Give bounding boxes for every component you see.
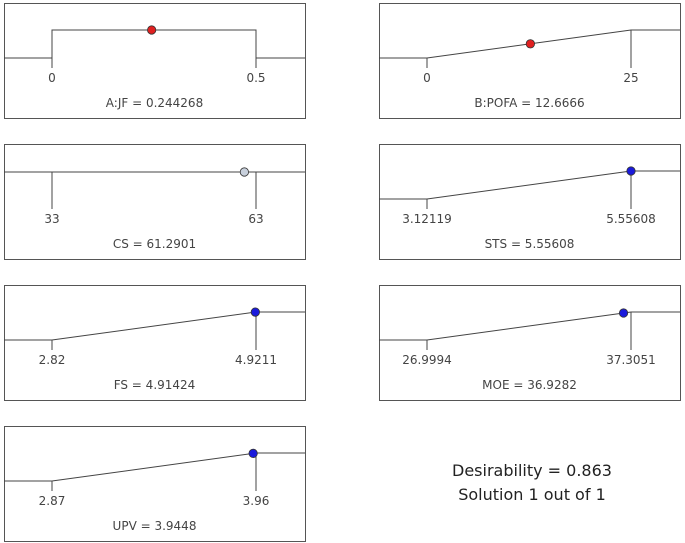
panel-caption: UPV = 3.9448 bbox=[113, 519, 197, 533]
low-tick-label: 0 bbox=[48, 71, 56, 85]
panel-caption: FS = 4.91424 bbox=[114, 378, 196, 392]
desirability-line bbox=[4, 452, 305, 482]
panel-fs: 2.82 4.9211 FS = 4.91424 bbox=[4, 285, 306, 401]
panel-frame bbox=[4, 426, 306, 542]
high-tick-label: 63 bbox=[248, 212, 263, 226]
low-tick-label: 3.12119 bbox=[402, 212, 452, 226]
high-tick-label: 4.9211 bbox=[235, 353, 277, 367]
solution-count: Solution 1 out of 1 bbox=[458, 485, 606, 504]
high-tick-label: 37.3051 bbox=[606, 353, 656, 367]
low-tick-label: 2.82 bbox=[39, 353, 66, 367]
high-tick-label: 25 bbox=[623, 71, 638, 85]
current-value-point bbox=[618, 308, 629, 318]
high-tick-label: 5.55608 bbox=[606, 212, 656, 226]
panel-frame bbox=[4, 144, 306, 260]
panel-frame bbox=[379, 144, 681, 260]
panel-frame bbox=[379, 3, 681, 119]
panel-caption: STS = 5.55608 bbox=[485, 237, 575, 251]
current-value-point bbox=[248, 448, 258, 458]
panel-caption: B:POFA = 12.6666 bbox=[474, 96, 584, 110]
panel-caption: A:JF = 0.244268 bbox=[106, 96, 203, 110]
panel-a-jf: 0 0.5 A:JF = 0.244268 bbox=[4, 3, 306, 119]
panel-frame bbox=[379, 285, 681, 401]
panel-caption: CS = 61.2901 bbox=[113, 237, 196, 251]
panel-b-pofa: 0 25 B:POFA = 12.6666 bbox=[379, 3, 681, 119]
panel-upv: 2.87 3.96 UPV = 3.9448 bbox=[4, 426, 306, 542]
panel-moe: 26.9994 37.3051 MOE = 36.9282 bbox=[379, 285, 681, 401]
current-value-point bbox=[239, 167, 249, 177]
current-value-point bbox=[525, 39, 535, 49]
current-value-point bbox=[626, 166, 636, 176]
high-tick-label: 0.5 bbox=[246, 71, 265, 85]
current-value-point bbox=[250, 307, 260, 317]
current-value-point bbox=[147, 25, 157, 35]
panel-cs: 33 63 CS = 61.2901 bbox=[4, 144, 306, 260]
low-tick-label: 33 bbox=[44, 212, 59, 226]
panel-frame bbox=[4, 3, 306, 119]
high-tick-label: 3.96 bbox=[243, 494, 270, 508]
desirability-value: Desirability = 0.863 bbox=[452, 461, 612, 480]
low-tick-label: 26.9994 bbox=[402, 353, 452, 367]
panel-sts: 3.12119 5.55608 STS = 5.55608 bbox=[379, 144, 681, 260]
low-tick-label: 2.87 bbox=[39, 494, 66, 508]
desirability-line bbox=[4, 311, 305, 341]
desirability-line bbox=[379, 170, 680, 200]
low-tick-label: 0 bbox=[423, 71, 431, 85]
panel-caption: MOE = 36.9282 bbox=[482, 378, 577, 392]
desirability-line bbox=[379, 311, 680, 341]
panel-frame bbox=[4, 285, 306, 401]
